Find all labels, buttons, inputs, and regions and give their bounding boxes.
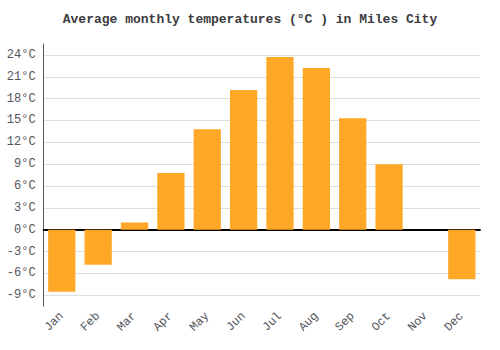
svg-text:-6°C: -6°C — [7, 266, 36, 280]
svg-text:21°C: 21°C — [7, 70, 36, 84]
svg-text:May: May — [187, 309, 212, 334]
svg-text:Oct: Oct — [369, 309, 394, 334]
svg-text:Jun: Jun — [223, 309, 248, 334]
svg-text:Jan: Jan — [42, 309, 67, 334]
svg-text:12°C: 12°C — [7, 135, 36, 149]
svg-text:Dec: Dec — [442, 309, 467, 334]
svg-text:9°C: 9°C — [14, 157, 36, 171]
svg-text:3°C: 3°C — [14, 201, 36, 215]
svg-text:0°C: 0°C — [14, 223, 36, 237]
svg-text:Aug: Aug — [296, 309, 321, 334]
svg-text:Mar: Mar — [114, 309, 139, 334]
svg-text:Nov: Nov — [405, 309, 430, 334]
svg-text:18°C: 18°C — [7, 92, 36, 106]
svg-text:Average monthly temperatures (: Average monthly temperatures (°C ) in Mi… — [63, 12, 438, 27]
svg-text:Apr: Apr — [151, 309, 176, 334]
svg-text:Feb: Feb — [78, 309, 103, 334]
svg-text:24°C: 24°C — [7, 48, 36, 62]
svg-text:15°C: 15°C — [7, 113, 36, 127]
svg-text:Sep: Sep — [333, 309, 358, 334]
svg-text:6°C: 6°C — [14, 179, 36, 193]
svg-text:-3°C: -3°C — [7, 245, 36, 259]
svg-text:Jul: Jul — [260, 309, 285, 334]
svg-text:-9°C: -9°C — [7, 288, 36, 302]
